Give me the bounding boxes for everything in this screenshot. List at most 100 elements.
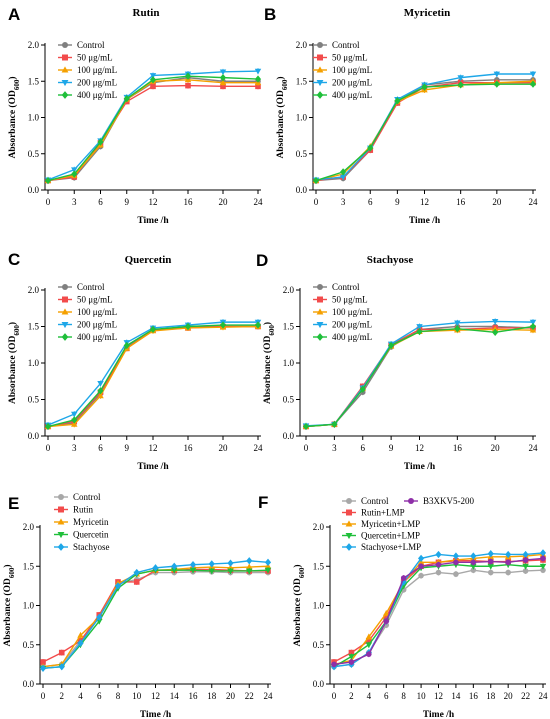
data-point bbox=[71, 170, 78, 178]
y-tick-label: 2.0 bbox=[296, 40, 308, 50]
legend-entry: Myricetin bbox=[73, 517, 109, 527]
data-point bbox=[44, 422, 52, 431]
panel-letter: B bbox=[264, 5, 276, 24]
x-tick-label: 16 bbox=[453, 443, 463, 453]
x-tick-label: 6 bbox=[361, 443, 366, 453]
y-tick-label: 0.5 bbox=[28, 149, 40, 159]
data-point bbox=[39, 664, 47, 672]
y-tick-label: 2.0 bbox=[28, 285, 40, 295]
x-tick-label: 24 bbox=[254, 443, 264, 453]
x-tick-label: 14 bbox=[451, 691, 461, 701]
data-point bbox=[149, 325, 157, 334]
data-point bbox=[71, 416, 78, 424]
data-point bbox=[133, 568, 140, 577]
y-tick-label: 2.0 bbox=[23, 522, 35, 532]
data-point bbox=[505, 550, 512, 559]
data-point bbox=[208, 568, 215, 575]
x-tick-label: 6 bbox=[384, 691, 389, 701]
y-tick-label: 2.0 bbox=[313, 522, 325, 532]
legend-entry: B3XKV5-200 bbox=[423, 496, 474, 506]
series-2 bbox=[39, 562, 272, 670]
x-tick-label: 9 bbox=[395, 197, 400, 207]
data-point bbox=[219, 73, 227, 82]
x-tick-label: 20 bbox=[219, 197, 229, 207]
panel-letter: F bbox=[258, 493, 268, 512]
legend-marker bbox=[346, 498, 352, 504]
series-line bbox=[47, 79, 258, 182]
data-point bbox=[365, 642, 373, 649]
data-point bbox=[394, 97, 401, 105]
series-line bbox=[315, 80, 534, 182]
x-tick-label: 6 bbox=[98, 197, 103, 207]
chart-title: Myricetin bbox=[404, 7, 450, 19]
legend-marker bbox=[61, 308, 69, 315]
legend-entry: 400 μg/mL bbox=[332, 90, 372, 100]
legend-marker bbox=[62, 42, 68, 48]
x-tick-label: 8 bbox=[116, 691, 121, 701]
legend-entry: Control bbox=[361, 496, 389, 506]
legend-entry: 400 μg/mL bbox=[77, 332, 117, 342]
y-tick-label: 0.0 bbox=[296, 185, 308, 195]
y-tick-label: 0.0 bbox=[28, 431, 40, 441]
data-point bbox=[254, 321, 262, 329]
data-point bbox=[171, 562, 178, 570]
data-point bbox=[149, 73, 157, 79]
data-point bbox=[227, 559, 234, 567]
y-tick-label: 1.0 bbox=[296, 113, 308, 123]
y-tick-label: 1.0 bbox=[28, 113, 40, 123]
data-point bbox=[149, 76, 157, 84]
data-point bbox=[418, 572, 424, 579]
x-tick-label: 24 bbox=[529, 197, 539, 207]
series-line bbox=[47, 324, 258, 428]
x-axis-label: Time /h bbox=[137, 462, 169, 472]
x-tick-label: 3 bbox=[341, 197, 346, 207]
data-point bbox=[96, 613, 103, 621]
legend-marker bbox=[345, 532, 353, 540]
x-tick-label: 6 bbox=[97, 691, 102, 701]
data-point bbox=[453, 559, 459, 566]
series-5 bbox=[331, 555, 546, 668]
series-line bbox=[305, 327, 533, 428]
series-line bbox=[42, 560, 269, 669]
data-point bbox=[529, 80, 537, 88]
data-point bbox=[457, 81, 464, 89]
x-tick-label: 20 bbox=[492, 197, 502, 207]
data-point bbox=[453, 571, 459, 577]
x-tick-label: 0 bbox=[46, 443, 51, 453]
legend-entry: 50 μg/mL bbox=[77, 295, 113, 305]
data-point bbox=[71, 167, 78, 174]
y-tick-label: 1.5 bbox=[23, 561, 35, 571]
data-point bbox=[470, 559, 477, 566]
x-tick-label: 22 bbox=[245, 691, 254, 701]
panel-letter: D bbox=[256, 251, 268, 270]
legend-marker bbox=[316, 79, 324, 87]
data-point bbox=[312, 176, 320, 185]
data-point bbox=[58, 649, 65, 656]
legend-entry: 200 μg/mL bbox=[77, 320, 117, 330]
data-point bbox=[388, 341, 395, 350]
x-tick-label: 18 bbox=[486, 691, 496, 701]
data-point bbox=[348, 659, 355, 665]
legend-marker bbox=[62, 54, 68, 61]
chart-title: Rutin bbox=[133, 7, 160, 19]
y-axis-label: Absorbance (OD600) bbox=[7, 76, 21, 158]
x-tick-label: 12 bbox=[415, 443, 424, 453]
data-point bbox=[383, 618, 390, 624]
panel-e: E0.00.51.01.52.00 2 4 6 8 10 12 14 16 18 20 22 24Tim… bbox=[2, 492, 273, 719]
data-point bbox=[435, 569, 442, 576]
x-tick-label: 6 bbox=[98, 443, 103, 453]
data-point bbox=[97, 138, 104, 146]
data-point bbox=[348, 649, 355, 656]
legend-marker bbox=[57, 543, 65, 551]
x-tick-label: 8 bbox=[401, 691, 406, 701]
legend-entry: 400 μg/mL bbox=[332, 332, 372, 342]
legend-marker bbox=[61, 321, 69, 329]
legend-entry: Control bbox=[77, 282, 105, 292]
data-point bbox=[254, 75, 262, 83]
data-point bbox=[487, 550, 494, 558]
data-point bbox=[219, 321, 227, 329]
legend-marker bbox=[408, 498, 414, 504]
legend: Control 50 μg/mL 100 μg/mL 200 μg/mL 400 μg/… bbox=[58, 282, 117, 342]
x-tick-label: 24 bbox=[539, 691, 549, 701]
x-tick-label: 16 bbox=[469, 691, 479, 701]
